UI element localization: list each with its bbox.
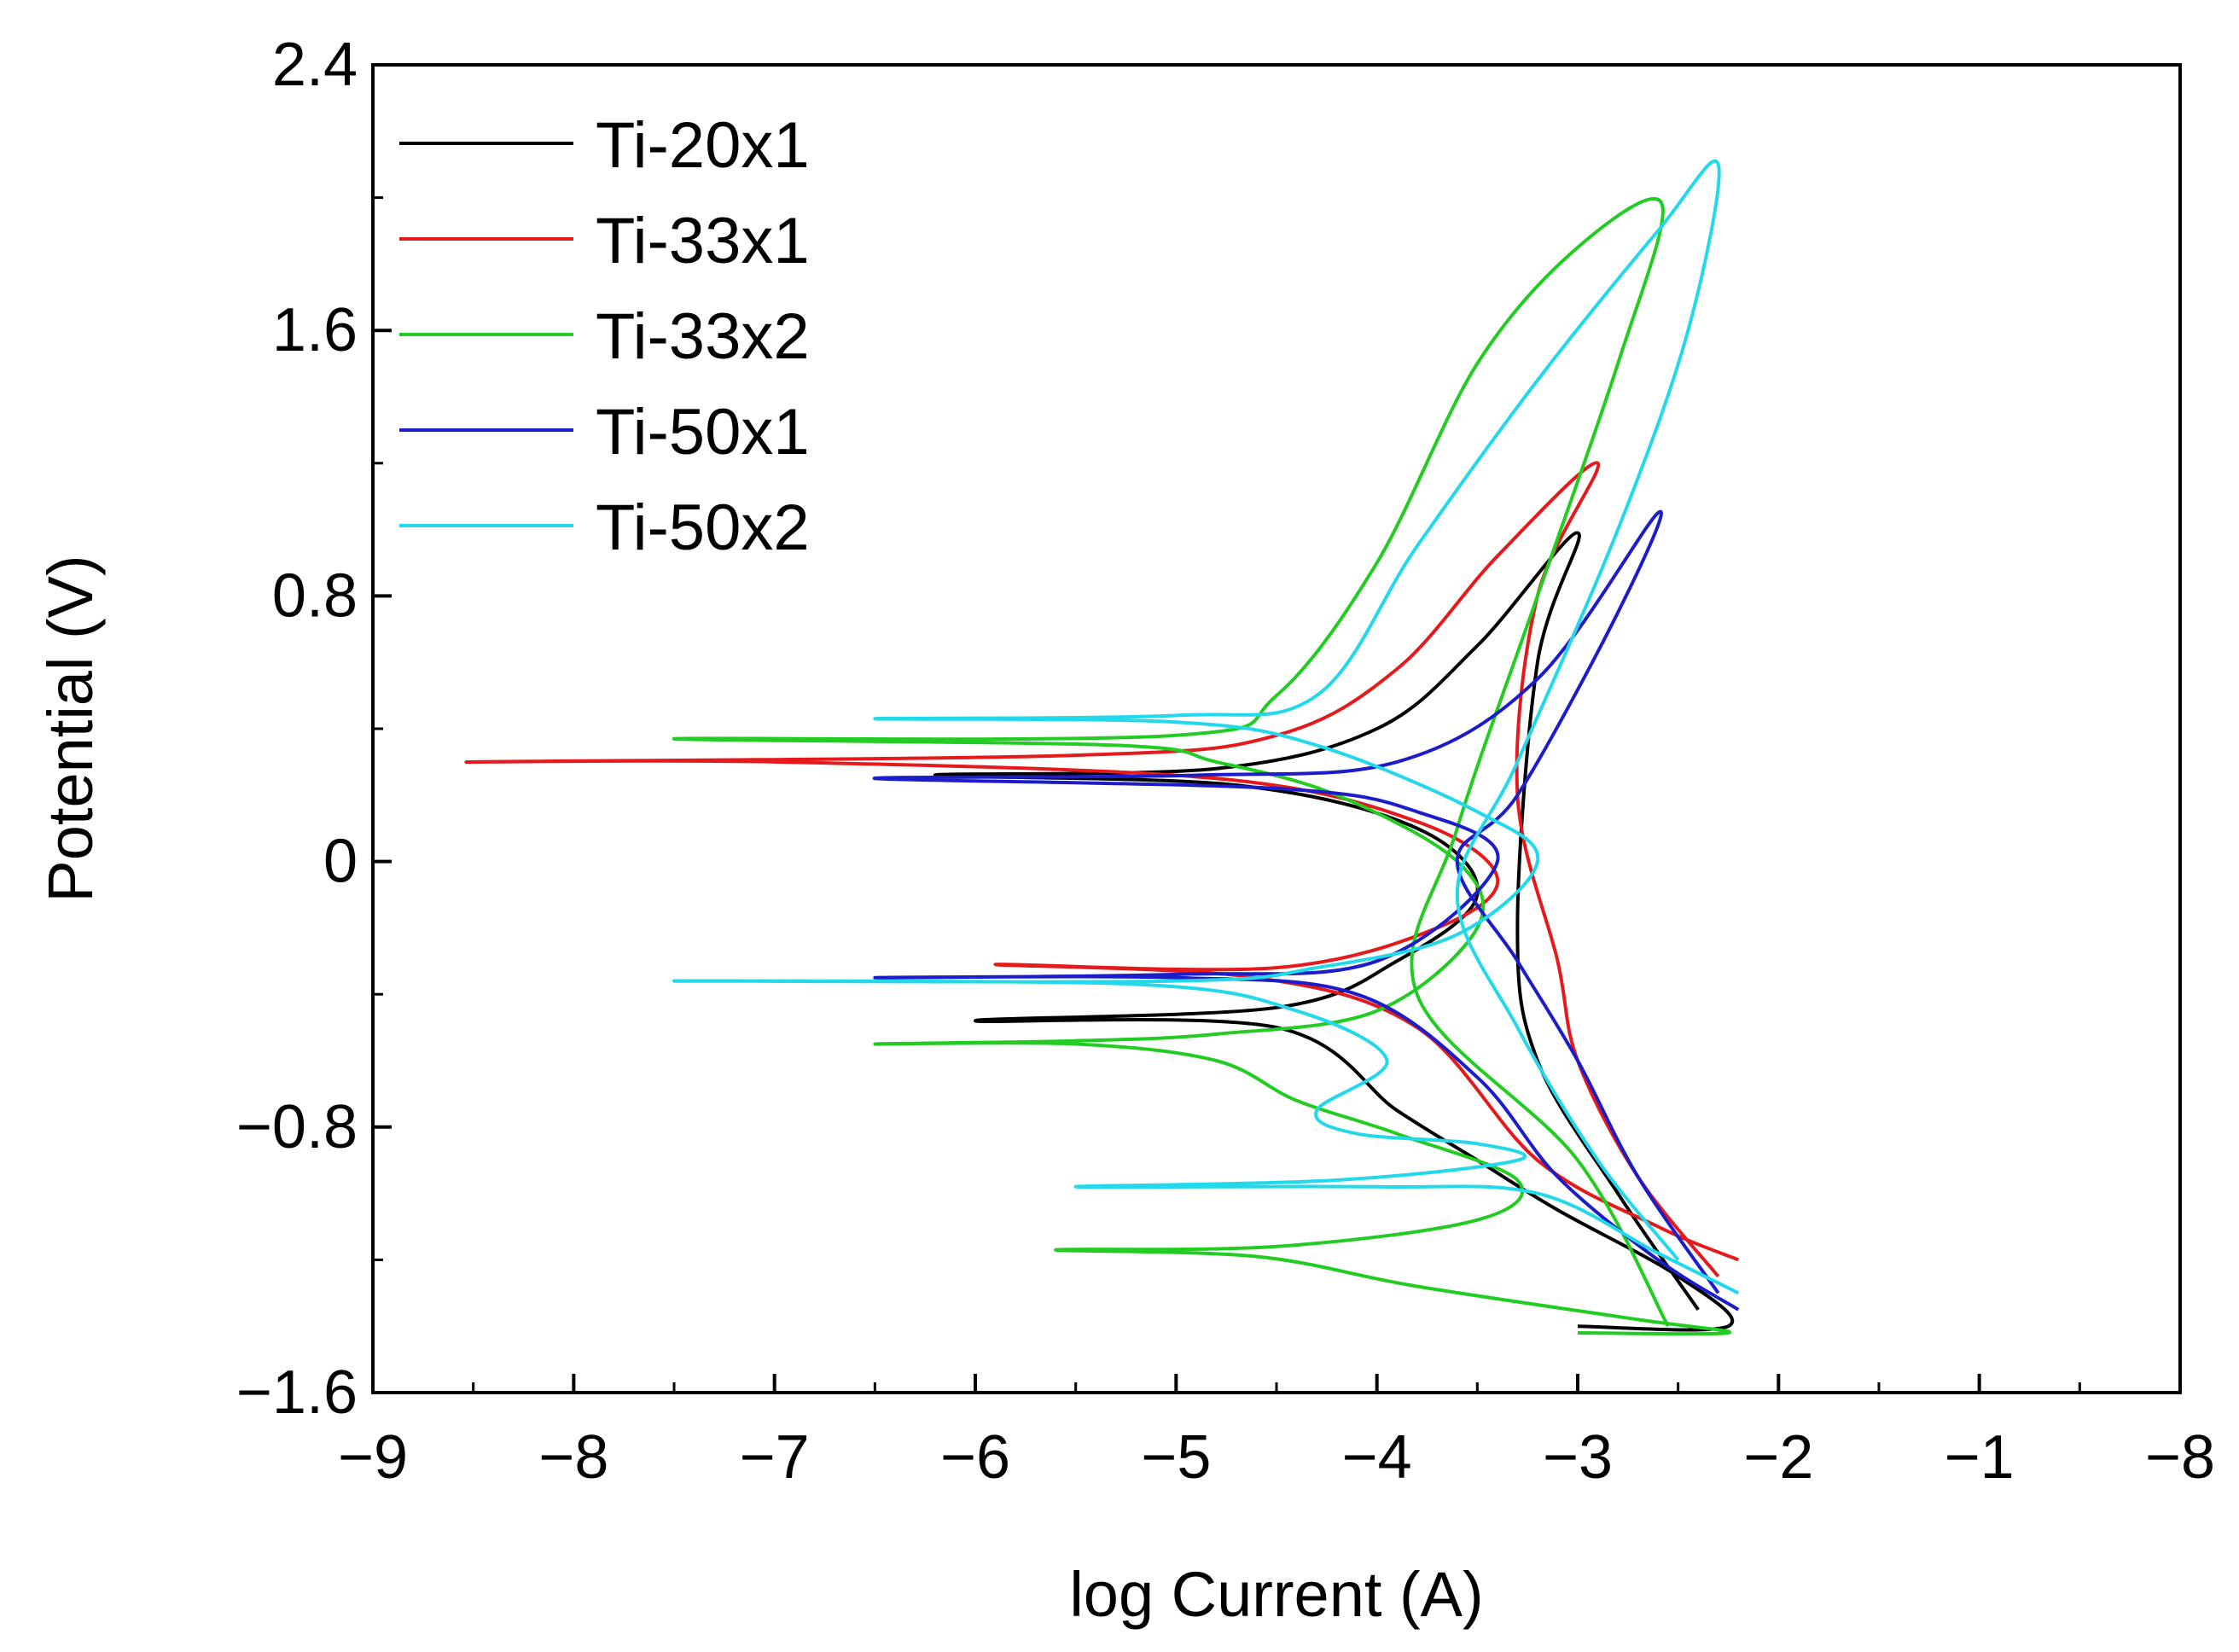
legend: Ti-20x1 Ti-33x1 Ti-33x2 Ti-50x1 Ti-50x2 xyxy=(399,109,810,564)
x-tick-label: −4 xyxy=(1342,1423,1412,1492)
legend-label: Ti-33x2 xyxy=(596,300,810,373)
y-tick-label: −0.8 xyxy=(236,1093,358,1161)
series-line-ti-20x1 xyxy=(933,531,1735,1332)
legend-label: Ti-50x2 xyxy=(596,492,810,564)
x-tick-label: −7 xyxy=(740,1423,810,1492)
x-tick-label: −6 xyxy=(940,1423,1010,1492)
y-tick-label: 0.8 xyxy=(272,561,358,630)
x-tick-label: −8 xyxy=(538,1423,608,1492)
legend-label: Ti-50x1 xyxy=(596,396,810,468)
x-axis-title: log Current (A) xyxy=(1069,1559,1483,1630)
series-layer xyxy=(464,159,1740,1336)
x-axis-ticks: −9 −8 −7 −6 −5 −4 −3 −2 −1 −8 xyxy=(338,1374,2215,1492)
y-axis-ticks: −1.6 −0.8 0 0.8 1.6 2.4 xyxy=(236,31,392,1427)
series-line-ti-50x1 xyxy=(873,509,1740,1312)
x-tick-label: −2 xyxy=(1743,1423,1813,1492)
y-tick-label: 2.4 xyxy=(272,31,358,99)
y-tick-label: 1.6 xyxy=(272,296,358,364)
x-tick-label: −8 xyxy=(2145,1423,2215,1492)
series-line-ti-50x2 xyxy=(672,159,1740,1295)
y-axis-title: Potential (V) xyxy=(35,555,106,902)
x-tick-label: −5 xyxy=(1141,1423,1211,1492)
legend-label: Ti-20x1 xyxy=(596,109,810,182)
y-tick-label: 0 xyxy=(323,828,358,896)
x-tick-label: −9 xyxy=(338,1423,408,1492)
x-tick-label: −1 xyxy=(1945,1423,2015,1492)
y-tick-label: −1.6 xyxy=(236,1358,358,1427)
series-line-ti-33x1 xyxy=(464,461,1740,1278)
x-tick-label: −3 xyxy=(1543,1423,1613,1492)
legend-label: Ti-33x1 xyxy=(596,205,810,277)
series-line-ti-33x2 xyxy=(672,197,1732,1336)
